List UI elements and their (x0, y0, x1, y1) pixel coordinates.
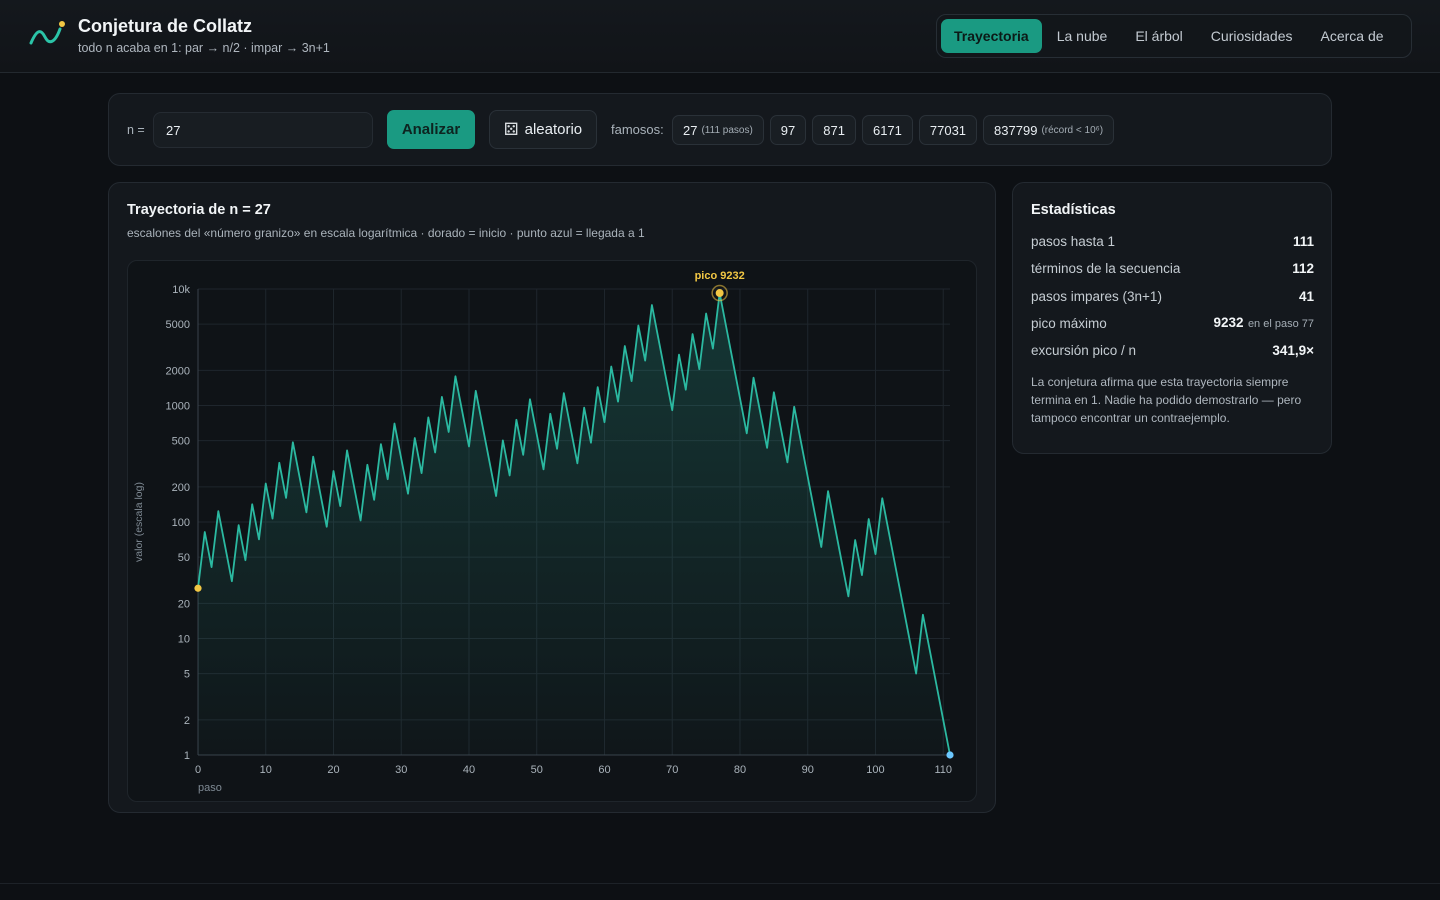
start-point (194, 584, 202, 592)
stat-value: 341,9× (1272, 342, 1314, 358)
stat-value: 9232 (1213, 315, 1244, 330)
y-tick-label: 1 (184, 750, 190, 762)
chart-subtitle: escalones del «número granizo» en escala… (127, 226, 645, 240)
analyze-button[interactable]: Analizar (387, 110, 475, 149)
chip-value: 837799 (994, 122, 1038, 138)
dice-icon: ⚄ (503, 119, 519, 139)
chart-title: Trayectoria de n = 27 (127, 202, 271, 218)
chip-value: 871 (823, 122, 845, 138)
chip-value: 27 (683, 122, 698, 138)
y-tick-label: 1000 (166, 401, 190, 413)
stat-value: 112 (1292, 260, 1314, 276)
tab-curiosidades[interactable]: Curiosidades (1210, 28, 1293, 44)
x-tick-label: 90 (802, 764, 814, 776)
chip-value: 77031 (929, 122, 967, 138)
stat-row-pico: pico máximo 9232 en el paso 77 (1031, 313, 1314, 333)
app-subtitle: todo n acaba en 1: par → n/2 · impar → 3… (78, 41, 330, 55)
trajectory-chart: 1 2 5 10 20 50 100 200 500 1000 2000 5000 10k 0 10 20 30… (133, 270, 954, 794)
stat-label: pasos impares (3n+1) (1031, 288, 1162, 304)
chip-value: 6171 (872, 122, 902, 138)
y-tick-label: 100 (172, 517, 190, 529)
peak-halo (711, 284, 728, 302)
tab-acerca-de[interactable]: Acerca de (1320, 28, 1384, 44)
peak-point (715, 289, 724, 298)
stat-value: 111 (1292, 233, 1314, 249)
footer-divider (0, 883, 1440, 884)
famous-chips: 27 (111 pasos) 97 871 6171 77031 837799 … (672, 115, 1115, 145)
y-tick-label: 500 (172, 436, 190, 448)
stats-panel: Estadísticas pasos hasta 1 111 términos … (1012, 182, 1332, 454)
stat-label: pasos hasta 1 (1031, 233, 1116, 249)
random-button[interactable]: ⚄ aleatorio (489, 110, 597, 149)
stats-title: Estadísticas (1031, 202, 1116, 218)
chip-value: 97 (780, 122, 796, 138)
y-tick-label: 200 (172, 482, 190, 494)
famous-chip-837799[interactable]: 837799 (récord < 10⁶) (983, 115, 1115, 145)
x-axis-label: paso (198, 782, 222, 794)
x-tick-label: 50 (531, 764, 543, 776)
chart-frame: 1 2 5 10 20 50 100 200 500 1000 2000 5000 10k 0 10 20 30… (127, 260, 977, 802)
stat-row-terminos: términos de la secuencia 112 (1031, 258, 1314, 278)
trajectory-area (198, 293, 950, 755)
y-tick-label: 2 (184, 715, 190, 727)
stat-label: excursión pico / n (1031, 342, 1137, 358)
x-tick-label: 30 (395, 764, 407, 776)
main-nav: Trayectoria La nube El árbol Curiosidade… (936, 14, 1412, 58)
tab-la-nube[interactable]: La nube (1056, 28, 1108, 44)
x-tick-label: 100 (866, 764, 884, 776)
famous-chip-77031[interactable]: 77031 (918, 115, 978, 145)
x-tick-label: 40 (463, 764, 475, 776)
famous-label: famosos: (611, 122, 664, 137)
stat-label: pico máximo (1031, 315, 1107, 331)
stat-value: 41 (1298, 288, 1314, 304)
stat-value-group: 9232 en el paso 77 (1213, 314, 1314, 332)
stat-note: en el paso 77 (1247, 318, 1314, 330)
stats-note: La conjetura afirma que esta trayectoria… (1031, 375, 1302, 425)
y-tick-label: 10 (178, 634, 190, 646)
stat-row-impares: pasos impares (3n+1) 41 (1031, 286, 1314, 306)
y-tick-label: 5000 (166, 319, 190, 331)
n-label: n = (127, 123, 145, 137)
y-tick-label: 5 (184, 669, 190, 681)
x-tick-label: 20 (327, 764, 339, 776)
x-tick-label: 80 (734, 764, 746, 776)
x-tick-label: 60 (598, 764, 610, 776)
input-bar: n = Analizar ⚄ aleatorio famosos: 27 (11… (108, 93, 1332, 166)
x-tick-label: 70 (666, 764, 678, 776)
famous-chip-6171[interactable]: 6171 (861, 115, 913, 145)
y-tick-label: 50 (178, 552, 190, 564)
y-tick-label: 2000 (166, 365, 190, 377)
famous-chip-871[interactable]: 871 (812, 115, 856, 145)
n-input[interactable] (153, 112, 373, 148)
stat-row-excursion: excursión pico / n 341,9× (1031, 340, 1314, 360)
tab-el-arbol[interactable]: El árbol (1135, 28, 1183, 44)
stat-row-pasos: pasos hasta 1 111 (1031, 231, 1314, 251)
famous-chip-27[interactable]: 27 (111 pasos) (672, 115, 764, 145)
trajectory-line (197, 292, 951, 756)
stat-label: términos de la secuencia (1031, 260, 1181, 276)
y-tick-label: 20 (178, 598, 190, 610)
logo-icon (29, 21, 65, 45)
random-label: aleatorio (524, 121, 583, 138)
x-tick-label: 10 (260, 764, 272, 776)
peak-label: pico 9232 (695, 270, 745, 282)
app-header: Conjetura de Collatz todo n acaba en 1: … (0, 0, 1440, 73)
end-point (946, 751, 954, 759)
y-axis-label: valor (escala log) (133, 482, 145, 562)
x-tick-label: 110 (934, 764, 952, 776)
chip-note: (récord < 10⁶) (1041, 124, 1104, 136)
chip-note: (111 pasos) (701, 124, 753, 136)
app-title: Conjetura de Collatz (78, 16, 253, 36)
tab-trayectoria[interactable]: Trayectoria (941, 19, 1042, 53)
x-tick-label: 0 (195, 764, 201, 776)
y-tick-label: 10k (172, 284, 190, 296)
trajectory-panel: Trayectoria de n = 27 escalones del «núm… (108, 182, 996, 813)
famous-chip-97[interactable]: 97 (769, 115, 807, 145)
